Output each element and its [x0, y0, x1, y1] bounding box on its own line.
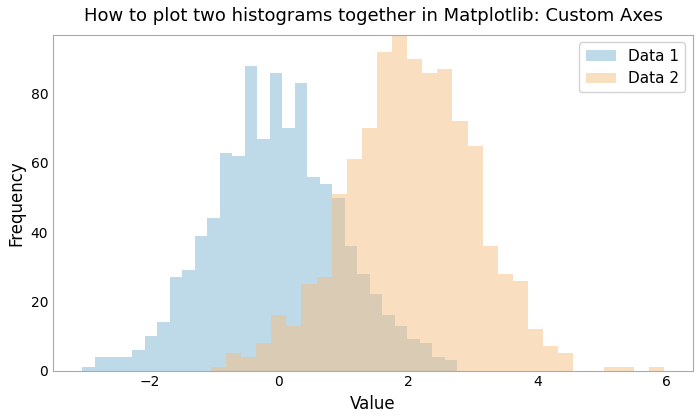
Bar	[558, 353, 573, 370]
Bar	[320, 184, 332, 370]
Bar	[407, 59, 422, 370]
Bar	[619, 367, 634, 370]
Bar	[169, 277, 182, 370]
Bar	[271, 315, 286, 370]
Bar	[302, 284, 316, 370]
Y-axis label: Frequency: Frequency	[7, 160, 25, 246]
Bar	[295, 83, 307, 370]
Bar	[316, 277, 332, 370]
Bar	[145, 336, 157, 370]
Bar	[132, 350, 145, 370]
Bar	[528, 329, 543, 370]
Bar	[286, 326, 302, 370]
Bar	[120, 357, 132, 370]
Bar	[603, 367, 619, 370]
Bar	[346, 160, 362, 370]
Bar	[382, 315, 395, 370]
Bar	[422, 73, 438, 370]
Bar	[370, 294, 382, 370]
Bar	[241, 357, 256, 370]
Bar	[157, 322, 169, 370]
Bar	[483, 246, 498, 370]
Legend: Data 1, Data 2: Data 1, Data 2	[580, 42, 685, 92]
Bar	[444, 360, 457, 370]
Bar	[256, 343, 271, 370]
Bar	[344, 246, 357, 370]
Bar	[432, 357, 444, 370]
Bar	[420, 343, 432, 370]
Bar	[332, 197, 344, 370]
Bar	[332, 194, 346, 370]
Bar	[82, 367, 94, 370]
Bar	[244, 66, 257, 370]
Bar	[282, 128, 295, 370]
Bar	[513, 281, 528, 370]
Bar	[438, 69, 452, 370]
Bar	[468, 146, 483, 370]
Bar	[392, 0, 407, 370]
Bar	[395, 326, 407, 370]
Bar	[543, 346, 558, 370]
Bar	[307, 177, 320, 370]
Bar	[649, 367, 664, 370]
Bar	[498, 274, 513, 370]
Bar	[107, 357, 120, 370]
Bar	[195, 236, 207, 370]
Bar	[270, 73, 282, 370]
Bar	[257, 139, 270, 370]
X-axis label: Value: Value	[350, 395, 395, 413]
Bar	[207, 218, 220, 370]
Bar	[362, 128, 377, 370]
Bar	[377, 52, 392, 370]
Bar	[452, 121, 468, 370]
Bar	[182, 270, 195, 370]
Bar	[357, 274, 370, 370]
Bar	[220, 152, 232, 370]
Bar	[226, 353, 241, 370]
Bar	[407, 339, 420, 370]
Bar	[211, 367, 226, 370]
Title: How to plot two histograms together in Matplotlib: Custom Axes: How to plot two histograms together in M…	[83, 7, 662, 25]
Bar	[232, 156, 244, 370]
Bar	[94, 357, 107, 370]
